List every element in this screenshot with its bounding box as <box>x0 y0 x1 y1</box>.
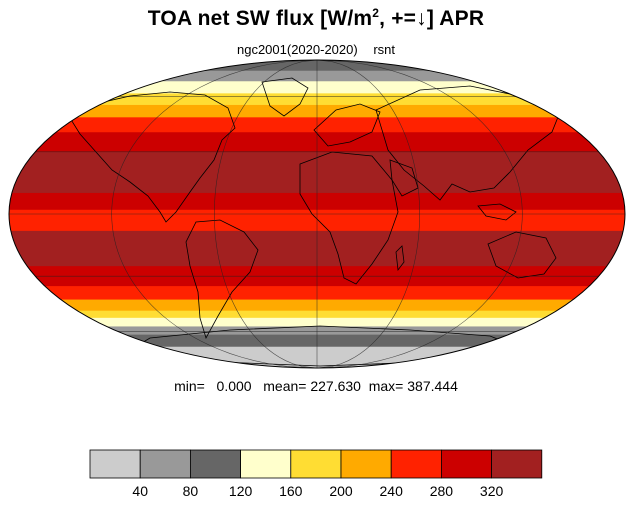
continent-madagascar <box>395 245 405 272</box>
continent-south-america <box>185 219 259 340</box>
statistics-line: min= 0.000 mean= 227.630 max= 387.444 <box>0 378 632 394</box>
title-main: TOA net SW flux [W/m <box>147 7 373 30</box>
continent-greenland <box>261 77 309 117</box>
stat-max-label: max= <box>368 378 404 394</box>
colorbar-box <box>491 449 543 479</box>
stat-min-label: min= <box>174 378 205 394</box>
colorbar-tick-label: 280 <box>430 483 454 499</box>
colorbar-tick-label: 200 <box>329 483 353 499</box>
colorbar-box <box>139 449 191 479</box>
subtitle-variable: rsnt <box>373 42 395 57</box>
stat-mean-label: mean= <box>263 378 307 394</box>
stat-min-value: 0.000 <box>216 378 252 394</box>
plot-title: TOA net SW flux [W/m2, +=↓] APR <box>0 6 632 31</box>
stat-max-value: 387.444 <box>407 378 458 394</box>
title-tail: , +=↓] APR <box>379 7 485 30</box>
continent-maritime-asia <box>477 203 517 221</box>
colorbar-tick-label: 120 <box>229 483 253 499</box>
continent-europe <box>313 103 381 147</box>
longitude-line <box>111 60 318 368</box>
colorbar-box <box>89 449 141 479</box>
continent-arabia <box>389 159 419 197</box>
longitude-line <box>316 60 523 368</box>
colorbar-tick-label: 240 <box>380 483 404 499</box>
subtitle-case: ngc2001(2020-2020) <box>236 42 358 57</box>
colorbar-box <box>390 449 442 479</box>
longitude-line <box>214 60 318 368</box>
plot-subtitle: ngc2001(2020-2020) rsnt <box>0 42 632 57</box>
graticule <box>9 60 625 368</box>
colorbar-tick-label: 40 <box>132 483 148 499</box>
longitude-line <box>316 60 420 368</box>
colorbar-labels: 40 80 120 160 200 240 280 320 <box>132 483 503 499</box>
title-superscript: 2 <box>372 6 380 20</box>
colorbar-tick-label: 320 <box>480 483 504 499</box>
continent-africa <box>299 151 399 285</box>
map-boundary <box>8 59 626 369</box>
colorbar-box <box>440 449 492 479</box>
colorbar-boxes <box>89 449 543 479</box>
continent-asia <box>375 85 561 201</box>
stat-mean-value: 227.630 <box>310 378 361 394</box>
colorbar-box <box>340 449 392 479</box>
colorbar-box <box>189 449 241 479</box>
continent-north-america <box>69 91 236 223</box>
colorbar-tick-label: 80 <box>183 483 199 499</box>
colorbar-tick-label: 160 <box>279 483 303 499</box>
colorbar-box <box>240 449 292 479</box>
colorbar-box <box>290 449 342 479</box>
